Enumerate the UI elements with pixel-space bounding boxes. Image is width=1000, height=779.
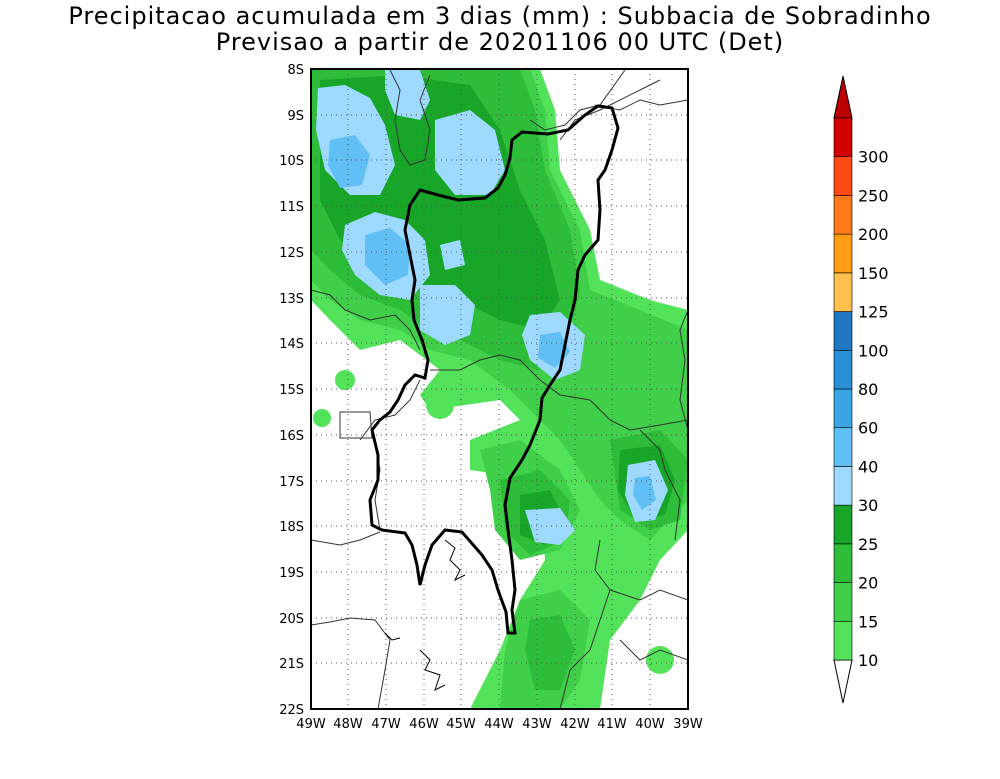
latitude-axis: 8S 9S 10S 11S 12S 13S 14S 15S 16S 17S 18… [279,63,304,718]
lon-tick-label: 44W [484,717,514,732]
lon-tick-label: 41W [597,717,627,732]
lat-tick-label: 12S [279,246,304,261]
colorbar-swatch [833,466,853,506]
lat-tick-label: 9S [287,109,304,124]
reservoirs [384,539,466,691]
lat-tick-label: 17S [279,475,304,490]
lon-tick-label: 40W [635,717,665,732]
lat-tick-label: 22S [279,703,304,718]
colorbar-swatch [833,156,853,196]
lat-tick-label: 14S [279,337,304,352]
colorbar-swatch [833,543,853,583]
lon-tick-label: 45W [446,717,476,732]
map-title: Precipitacao acumulada em 3 dias (mm) : … [68,2,932,30]
lat-tick-label: 19S [279,566,304,581]
map-frame [310,68,689,710]
lat-tick-label: 8S [287,63,304,78]
lat-tick-label: 20S [279,612,304,627]
lon-tick-label: 42W [560,717,590,732]
colorbar: 10 15 20 25 30 40 60 80 100 125 150 200 250 300 [833,75,889,704]
lon-tick-label: 39W [673,717,703,732]
colorbar-level-label: 10 [858,651,878,670]
basin-boundary [368,104,620,635]
lat-tick-label: 16S [279,429,304,444]
colorbar-level-label: 250 [858,186,889,205]
lon-tick-label: 46W [409,717,439,732]
lat-tick-label: 18S [279,520,304,535]
colorbar-level-label: 100 [858,341,889,360]
colorbar-swatch [833,272,853,312]
map-subtitle: Previsao a partir de 20201106 00 UTC (De… [215,28,785,56]
lon-tick-label: 48W [333,717,363,732]
longitude-axis: 49W 48W 47W 46W 45W 44W 43W 42W 41W 40W … [296,717,703,732]
lat-tick-label: 11S [279,200,304,215]
colorbar-swatch [833,117,853,158]
colorbar-swatch [833,620,853,661]
colorbar-level-label: 80 [858,380,878,399]
colorbar-swatch [833,349,853,390]
colorbar-level-label: 150 [858,264,889,283]
colorbar-under-triangle [833,659,853,704]
grid-lines [311,69,688,709]
lat-tick-label: 15S [279,383,304,398]
colorbar-level-label: 25 [858,535,878,554]
lat-tick-label: 10S [279,154,304,169]
colorbar-level-label: 20 [858,574,878,593]
lat-tick-label: 21S [279,657,304,672]
colorbar-swatch [833,427,853,467]
colorbar-level-label: 15 [858,612,878,631]
lon-tick-label: 47W [371,717,401,732]
colorbar-swatch [833,504,853,545]
colorbar-swatch [833,388,853,429]
lat-tick-label: 13S [279,292,304,307]
colorbar-level-label: 30 [858,496,878,515]
colorbar-swatch [833,582,853,622]
lon-tick-label: 49W [296,717,326,732]
colorbar-swatch [833,233,853,274]
colorbar-over-triangle [833,75,853,119]
colorbar-swatch [833,195,853,235]
colorbar-level-label: 60 [858,419,878,438]
colorbar-level-label: 200 [858,225,889,244]
lon-tick-label: 43W [522,717,552,732]
colorbar-level-label: 40 [858,457,878,476]
colorbar-swatch [833,311,853,351]
colorbar-level-label: 125 [858,303,889,322]
colorbar-level-label: 300 [858,148,889,167]
